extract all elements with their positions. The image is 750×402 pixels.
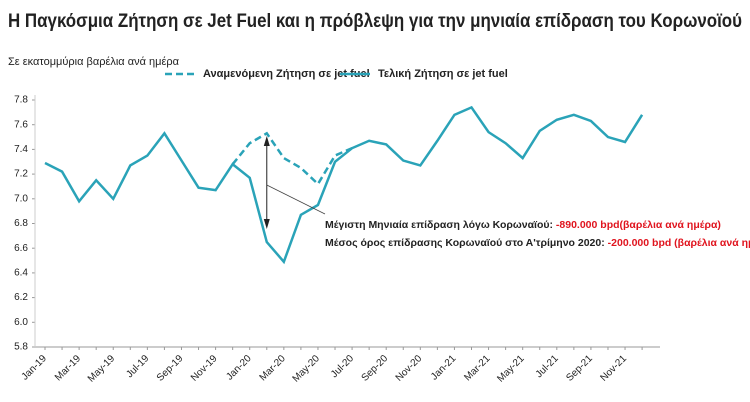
- y-tick-label: 7.0: [14, 193, 28, 204]
- y-axis-label: Σε εκατομμύρια βαρέλια ανά ημέρα: [8, 56, 180, 68]
- annotation-text: Μέσος όρος επίδρασης Κορωναϊού στο Α'τρί…: [325, 237, 608, 249]
- y-tick-label: 6.8: [14, 218, 28, 229]
- x-tick-label: Jul-21: [534, 353, 561, 380]
- x-tick-label: Mar-19: [53, 353, 83, 383]
- legend: Αναμενόμενη Ζήτηση σε jet fuel Τελική Ζήτ…: [165, 68, 508, 80]
- y-tick-label: 7.8: [14, 95, 28, 106]
- legend-label: Τελική Ζήτηση σε jet fuel: [378, 68, 508, 80]
- chart-title: Η Παγκόσμια Ζήτηση σε Jet Fuel και η πρό…: [8, 11, 742, 32]
- x-tick-label: Sep-19: [155, 353, 186, 384]
- x-tick-label: Jan-21: [429, 353, 459, 383]
- annotation-text: Μέγιστη Μηνιαία επίδραση λόγω Κορωναϊού:: [325, 219, 556, 231]
- x-tick-label: Jan-20: [224, 353, 254, 383]
- y-tick-label: 6.2: [14, 292, 28, 303]
- y-tick-label: 6.6: [14, 243, 28, 254]
- y-tick-label: 7.4: [14, 144, 28, 155]
- y-tick-label: 6.4: [14, 268, 28, 279]
- x-tick-label: Nov-19: [189, 353, 220, 384]
- x-tick-label: Jul-20: [329, 353, 356, 380]
- x-tick-label: May-20: [291, 353, 323, 385]
- x-tick-label: Jul-19: [124, 353, 151, 380]
- annotation-highlight: -200.000 bpd (βαρέλια ανά ημέρα): [608, 237, 750, 249]
- x-tick-label: May-19: [86, 353, 118, 385]
- leader: [266, 184, 326, 215]
- y-tick-label: 7.6: [14, 119, 28, 130]
- legend-label: Αναμενόμενη Ζήτηση σε jet fuel: [203, 68, 370, 80]
- y-tick-label: 5.8: [14, 342, 28, 353]
- x-tick-label: Jan-19: [20, 353, 50, 383]
- x-tick-label: Mar-21: [462, 353, 492, 383]
- annotation-highlight: -890.000 bpd(βαρέλια ανά ημέρα): [556, 219, 721, 231]
- x-tick-label: Sep-21: [564, 353, 595, 384]
- y-tick-label: 7.2: [14, 169, 28, 180]
- series-line: [231, 131, 353, 186]
- x-tick-label: May-21: [495, 353, 527, 385]
- arrow-head: [263, 219, 270, 229]
- x-tick-label: Mar-20: [258, 353, 288, 383]
- x-tick-label: Nov-21: [598, 353, 629, 384]
- arrow-head: [263, 136, 270, 146]
- y-tick-label: 6.0: [14, 317, 28, 328]
- annotation: Μέγιστη Μηνιαία επίδραση λόγω Κορωναϊού:…: [325, 219, 721, 231]
- annotation: Μέσος όρος επίδρασης Κορωναϊού στο Α'τρί…: [325, 237, 750, 249]
- x-tick-label: Sep-20: [360, 353, 391, 384]
- series-line: [44, 105, 644, 265]
- x-tick-label: Nov-20: [394, 353, 425, 384]
